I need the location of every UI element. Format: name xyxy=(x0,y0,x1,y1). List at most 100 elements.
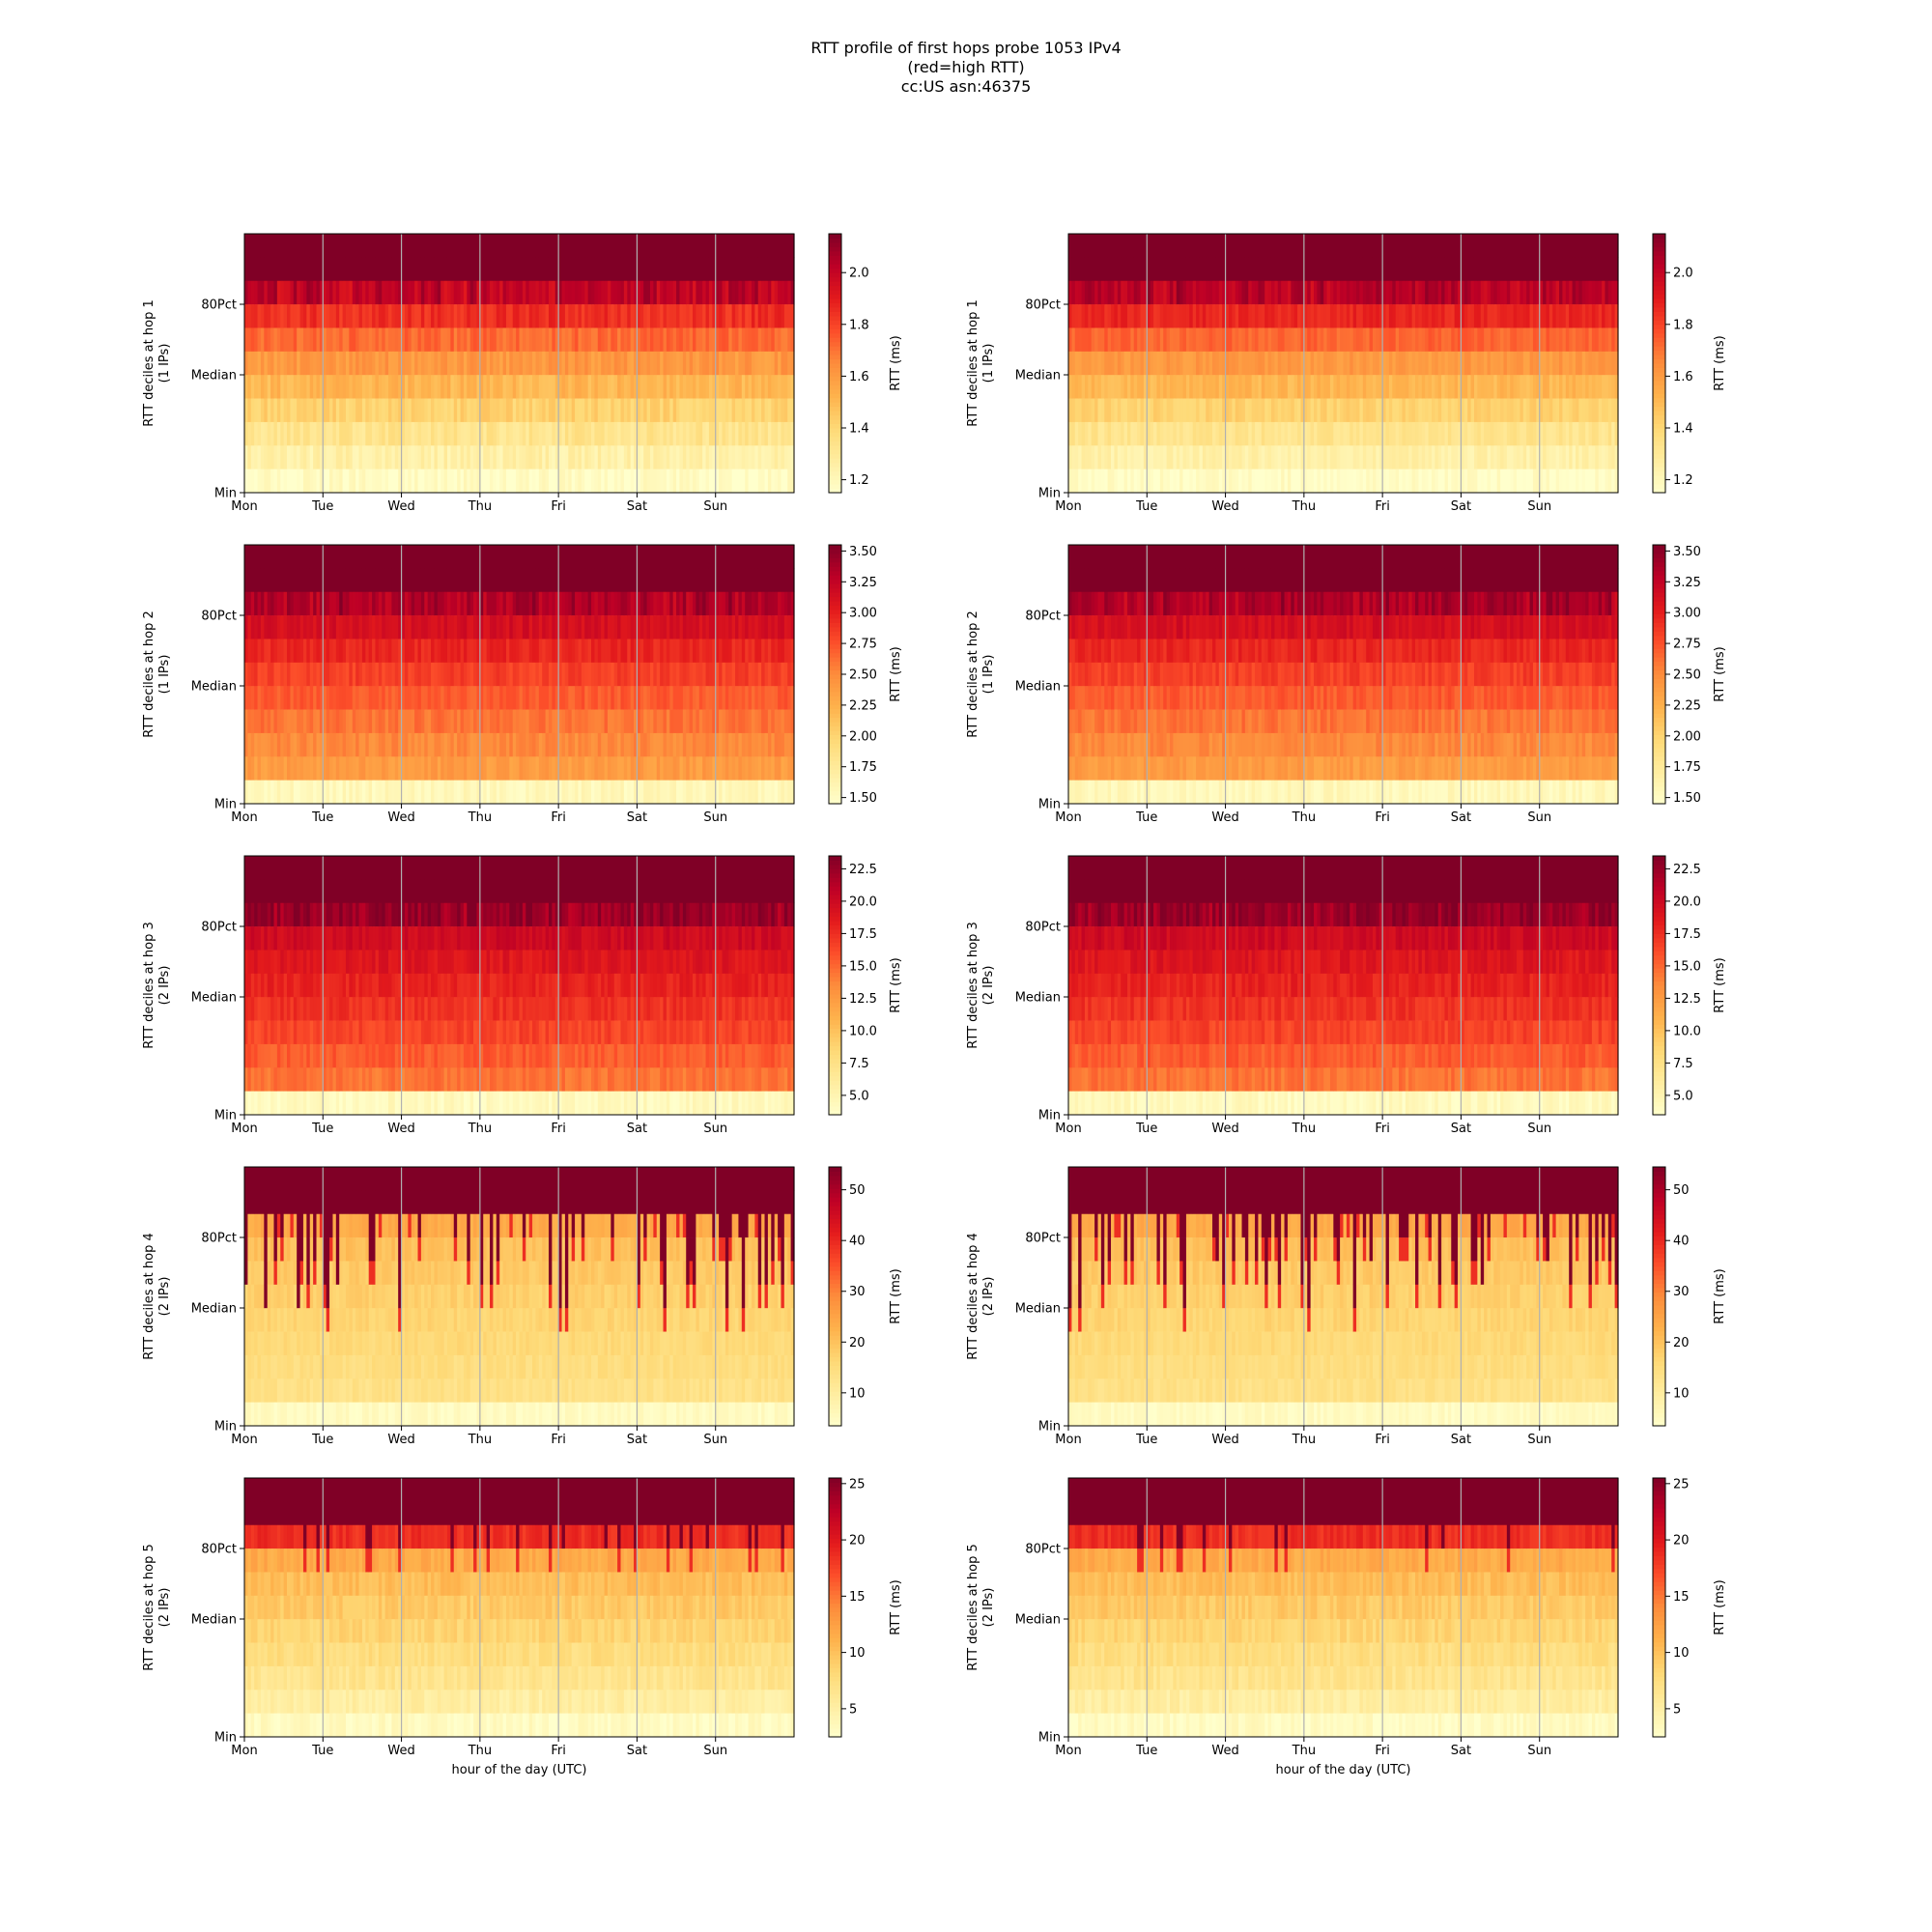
heatmap-cell xyxy=(741,234,746,258)
heatmap-cell xyxy=(267,351,271,376)
heatmap-cell xyxy=(666,327,670,353)
heatmap-cell xyxy=(568,327,573,353)
heatmap-cell xyxy=(244,304,248,328)
heatmap-cell xyxy=(637,375,641,399)
heatmap-cell xyxy=(587,257,592,282)
heatmap-cell xyxy=(267,398,271,423)
heatmap-cell xyxy=(502,304,507,328)
heatmap-cell xyxy=(584,469,589,494)
heatmap-cell xyxy=(394,445,399,469)
heatmap-cell xyxy=(601,234,606,258)
heatmap-cell xyxy=(639,469,644,494)
heatmap-cell xyxy=(757,445,762,469)
heatmap-cell xyxy=(365,257,370,282)
heatmap-cell xyxy=(440,375,445,399)
heatmap-cell xyxy=(345,398,350,423)
heatmap-cell xyxy=(411,421,415,446)
heatmap-cell xyxy=(467,327,471,353)
heatmap-cell xyxy=(1088,469,1093,494)
heatmap-cell xyxy=(552,280,556,305)
heatmap-cell xyxy=(630,327,635,353)
heatmap-cell xyxy=(404,327,409,353)
heatmap-cell xyxy=(283,375,288,399)
heatmap-cell xyxy=(437,234,441,258)
heatmap-cell xyxy=(783,445,788,469)
heatmap-cell xyxy=(505,351,510,376)
heatmap-cell xyxy=(479,398,484,423)
heatmap-cell xyxy=(398,351,403,376)
heatmap-cell xyxy=(712,304,717,328)
heatmap-cell xyxy=(427,304,432,328)
heatmap-cell xyxy=(649,398,654,423)
heatmap-cell xyxy=(378,421,383,446)
heatmap-cell xyxy=(247,351,252,376)
heatmap-cell xyxy=(554,304,559,328)
heatmap-cell xyxy=(575,469,580,494)
colorbar-segment xyxy=(829,255,841,261)
heatmap-cell xyxy=(778,234,782,258)
colorbar-segment xyxy=(829,324,841,329)
heatmap-cell xyxy=(434,304,439,328)
heatmap-cell xyxy=(604,469,609,494)
heatmap-cell xyxy=(708,421,713,446)
heatmap-cell xyxy=(267,375,271,399)
heatmap-cell xyxy=(653,280,658,305)
heatmap-cell xyxy=(535,398,540,423)
heatmap-cell xyxy=(771,351,776,376)
heatmap-cell xyxy=(679,351,684,376)
heatmap-cell xyxy=(745,257,750,282)
heatmap-cell xyxy=(627,257,632,282)
colorbar-segment xyxy=(1653,462,1665,468)
heatmap-cell xyxy=(297,280,301,305)
heatmap-cell xyxy=(627,469,632,494)
heatmap-cell xyxy=(496,469,500,494)
heatmap-cell xyxy=(372,445,377,469)
heatmap-cell xyxy=(783,234,788,258)
heatmap-cell xyxy=(620,327,625,353)
heatmap-cell xyxy=(316,351,321,376)
heatmap-cell xyxy=(594,257,599,282)
heatmap-cell xyxy=(460,398,465,423)
heatmap-cell xyxy=(306,398,311,423)
heatmap-cell xyxy=(493,234,497,258)
heatmap-cell xyxy=(698,304,703,328)
heatmap-cell xyxy=(790,469,795,494)
heatmap-cell xyxy=(1088,234,1093,258)
heatmap-cell xyxy=(630,257,635,282)
heatmap-cell xyxy=(313,398,318,423)
heatmap-cell xyxy=(751,398,755,423)
heatmap-cell xyxy=(751,421,755,446)
heatmap-cell xyxy=(724,351,729,376)
heatmap-cell xyxy=(552,375,556,399)
heatmap-cell xyxy=(490,375,495,399)
heatmap-cell xyxy=(757,234,762,258)
heatmap-cell xyxy=(575,445,580,469)
heatmap-cell xyxy=(326,375,330,399)
heatmap-cell xyxy=(634,257,639,282)
heatmap-cell xyxy=(1091,398,1095,423)
heatmap-cell xyxy=(326,327,330,353)
heatmap-cell xyxy=(548,257,553,282)
heatmap-cell xyxy=(463,421,468,446)
heatmap-cell xyxy=(787,375,792,399)
heatmap-cell xyxy=(604,327,609,353)
heatmap-cell xyxy=(254,398,259,423)
heatmap-cell xyxy=(319,257,324,282)
heatmap-cell xyxy=(731,375,736,399)
heatmap-cell xyxy=(552,445,556,469)
heatmap-cell xyxy=(682,327,687,353)
heatmap-cell xyxy=(728,375,733,399)
heatmap-cell xyxy=(669,421,674,446)
heatmap-cell xyxy=(316,234,321,258)
heatmap-cell xyxy=(646,327,651,353)
heatmap-cell xyxy=(676,257,681,282)
heatmap-cell xyxy=(313,304,318,328)
heatmap-cell xyxy=(446,304,451,328)
heatmap-cell xyxy=(554,327,559,353)
heatmap-cell xyxy=(682,445,687,469)
heatmap-cell xyxy=(293,375,298,399)
heatmap-cell xyxy=(696,304,700,328)
heatmap-cell xyxy=(512,375,517,399)
heatmap-cell xyxy=(656,280,661,305)
heatmap-cell xyxy=(446,398,451,423)
